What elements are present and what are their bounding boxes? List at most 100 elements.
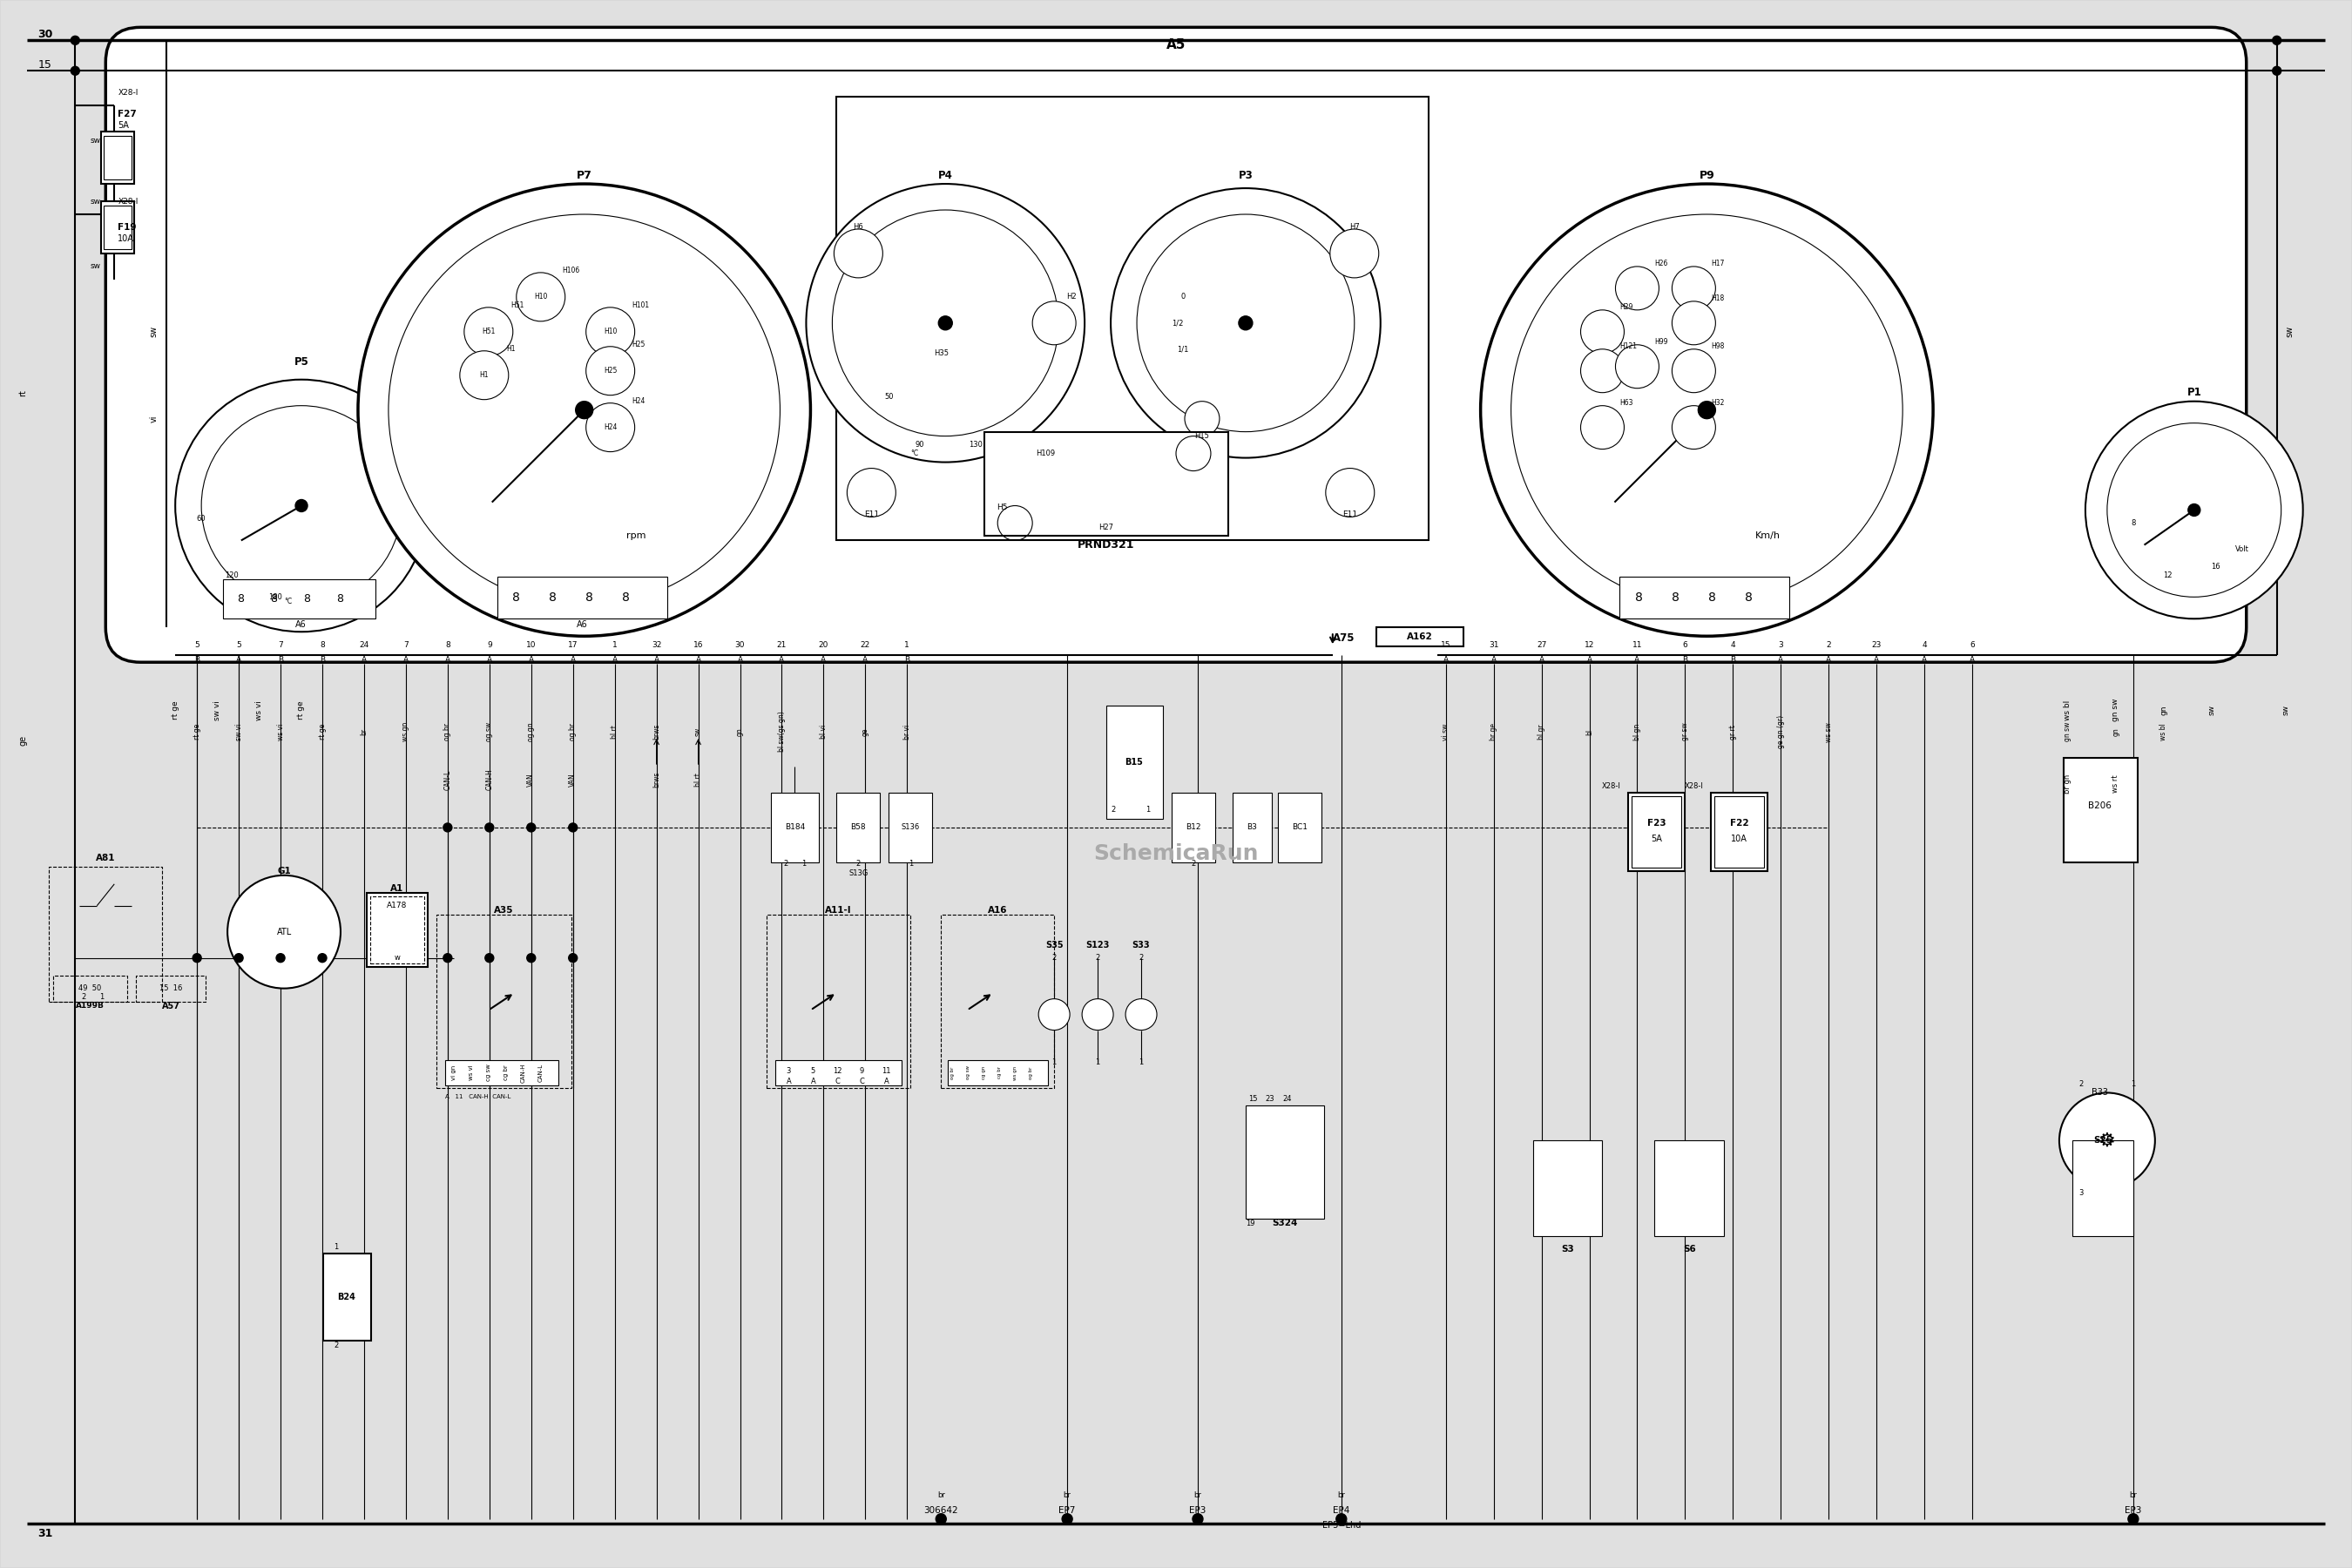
- Bar: [948, 1060, 1049, 1085]
- Text: A: A: [529, 655, 534, 663]
- Text: A6: A6: [576, 621, 588, 629]
- Text: 8: 8: [336, 593, 343, 604]
- Bar: [1105, 706, 1162, 818]
- Circle shape: [1082, 999, 1112, 1030]
- Text: H15: H15: [1195, 433, 1209, 441]
- Circle shape: [569, 953, 576, 963]
- Text: br: br: [1063, 1491, 1070, 1499]
- Text: ws gn: ws gn: [402, 723, 409, 742]
- Circle shape: [1327, 469, 1374, 517]
- Text: CAN-H: CAN-H: [520, 1063, 527, 1082]
- Text: H51: H51: [510, 301, 524, 309]
- Text: S324: S324: [1272, 1218, 1298, 1228]
- Text: ws bl: ws bl: [2065, 699, 2072, 720]
- Text: 2: 2: [2079, 1080, 2084, 1088]
- Text: A5: A5: [1167, 38, 1185, 52]
- Circle shape: [193, 953, 202, 963]
- Text: S6: S6: [1684, 1245, 1696, 1254]
- Text: A57: A57: [162, 1002, 181, 1010]
- Text: 3: 3: [2079, 1189, 2084, 1196]
- Text: 8: 8: [270, 593, 278, 604]
- Bar: [369, 897, 423, 963]
- Text: 50: 50: [884, 394, 894, 401]
- Bar: [54, 975, 127, 1002]
- Circle shape: [1329, 229, 1378, 278]
- Text: 2: 2: [1110, 806, 1115, 814]
- Text: ws vi: ws vi: [468, 1065, 473, 1080]
- Text: H1: H1: [480, 372, 489, 379]
- Text: H10: H10: [604, 328, 616, 336]
- Circle shape: [1040, 999, 1070, 1030]
- Text: 31: 31: [38, 1529, 52, 1540]
- Text: H2: H2: [1065, 293, 1077, 301]
- Text: EP3: EP3: [2124, 1505, 2143, 1515]
- Text: og sw: og sw: [485, 723, 494, 742]
- Circle shape: [527, 823, 536, 833]
- Circle shape: [586, 403, 635, 452]
- Text: B: B: [195, 655, 200, 663]
- Text: 120: 120: [226, 571, 238, 579]
- Bar: [103, 136, 132, 179]
- Text: 12: 12: [2164, 571, 2173, 579]
- Text: B: B: [1682, 655, 1689, 663]
- Text: PRND321: PRND321: [1077, 539, 1136, 550]
- Circle shape: [463, 307, 513, 356]
- Text: bl gn: bl gn: [1632, 723, 1642, 740]
- Text: A11-I: A11-I: [826, 906, 851, 914]
- Text: 1: 1: [908, 861, 913, 869]
- Text: sw: sw: [694, 728, 703, 737]
- Bar: [1171, 793, 1216, 862]
- Text: sw: sw: [148, 326, 158, 337]
- Text: 8: 8: [623, 591, 630, 604]
- Bar: [767, 914, 910, 1088]
- Text: B184: B184: [786, 823, 804, 831]
- Text: B58: B58: [851, 823, 866, 831]
- Text: ⚙: ⚙: [2098, 1132, 2117, 1149]
- Circle shape: [1672, 301, 1715, 345]
- Circle shape: [1110, 188, 1381, 458]
- Bar: [1621, 577, 1790, 619]
- Text: E11: E11: [863, 511, 880, 519]
- Text: gr rt: gr rt: [1729, 724, 1736, 739]
- Bar: [367, 892, 428, 966]
- Text: ws sw: ws sw: [1825, 721, 1832, 742]
- Text: B3: B3: [1247, 823, 1256, 831]
- Text: B24: B24: [339, 1292, 355, 1301]
- Text: A: A: [786, 1077, 790, 1085]
- Text: 12: 12: [833, 1068, 842, 1076]
- Bar: [1376, 627, 1463, 646]
- Text: 2: 2: [1825, 641, 1832, 649]
- Bar: [1653, 1140, 1724, 1236]
- Text: H24: H24: [633, 397, 644, 405]
- Text: gn: gn: [736, 728, 743, 735]
- Text: 1: 1: [2131, 1080, 2136, 1088]
- Text: bl: bl: [1585, 729, 1592, 735]
- Text: H121: H121: [1621, 342, 1637, 350]
- Text: A: A: [811, 1077, 816, 1085]
- Text: ws gn: ws gn: [1014, 1066, 1016, 1080]
- Text: 8: 8: [1745, 591, 1752, 604]
- Text: ws bl: ws bl: [2159, 723, 2169, 740]
- Text: 8: 8: [513, 591, 520, 604]
- Text: H99: H99: [1653, 339, 1668, 347]
- Text: 21: 21: [776, 641, 788, 649]
- Text: A: A: [402, 655, 409, 663]
- Text: C: C: [835, 1077, 840, 1085]
- Text: H6: H6: [854, 223, 863, 230]
- Text: CAN-L: CAN-L: [539, 1063, 543, 1082]
- Text: S123: S123: [1087, 941, 1110, 949]
- Text: H25: H25: [633, 340, 644, 348]
- Text: H5: H5: [997, 503, 1007, 511]
- Circle shape: [442, 823, 452, 833]
- Text: 10: 10: [527, 641, 536, 649]
- Text: rt ge: rt ge: [296, 701, 303, 720]
- Text: cg br: cg br: [503, 1065, 508, 1080]
- Text: P7: P7: [576, 169, 593, 180]
- Text: A: A: [487, 655, 492, 663]
- Circle shape: [2272, 36, 2281, 45]
- Text: F27: F27: [118, 110, 136, 119]
- Text: 8: 8: [1635, 591, 1642, 604]
- Text: 5A: 5A: [1651, 834, 1663, 844]
- Text: BC1: BC1: [1291, 823, 1308, 831]
- Text: S35: S35: [1044, 941, 1063, 949]
